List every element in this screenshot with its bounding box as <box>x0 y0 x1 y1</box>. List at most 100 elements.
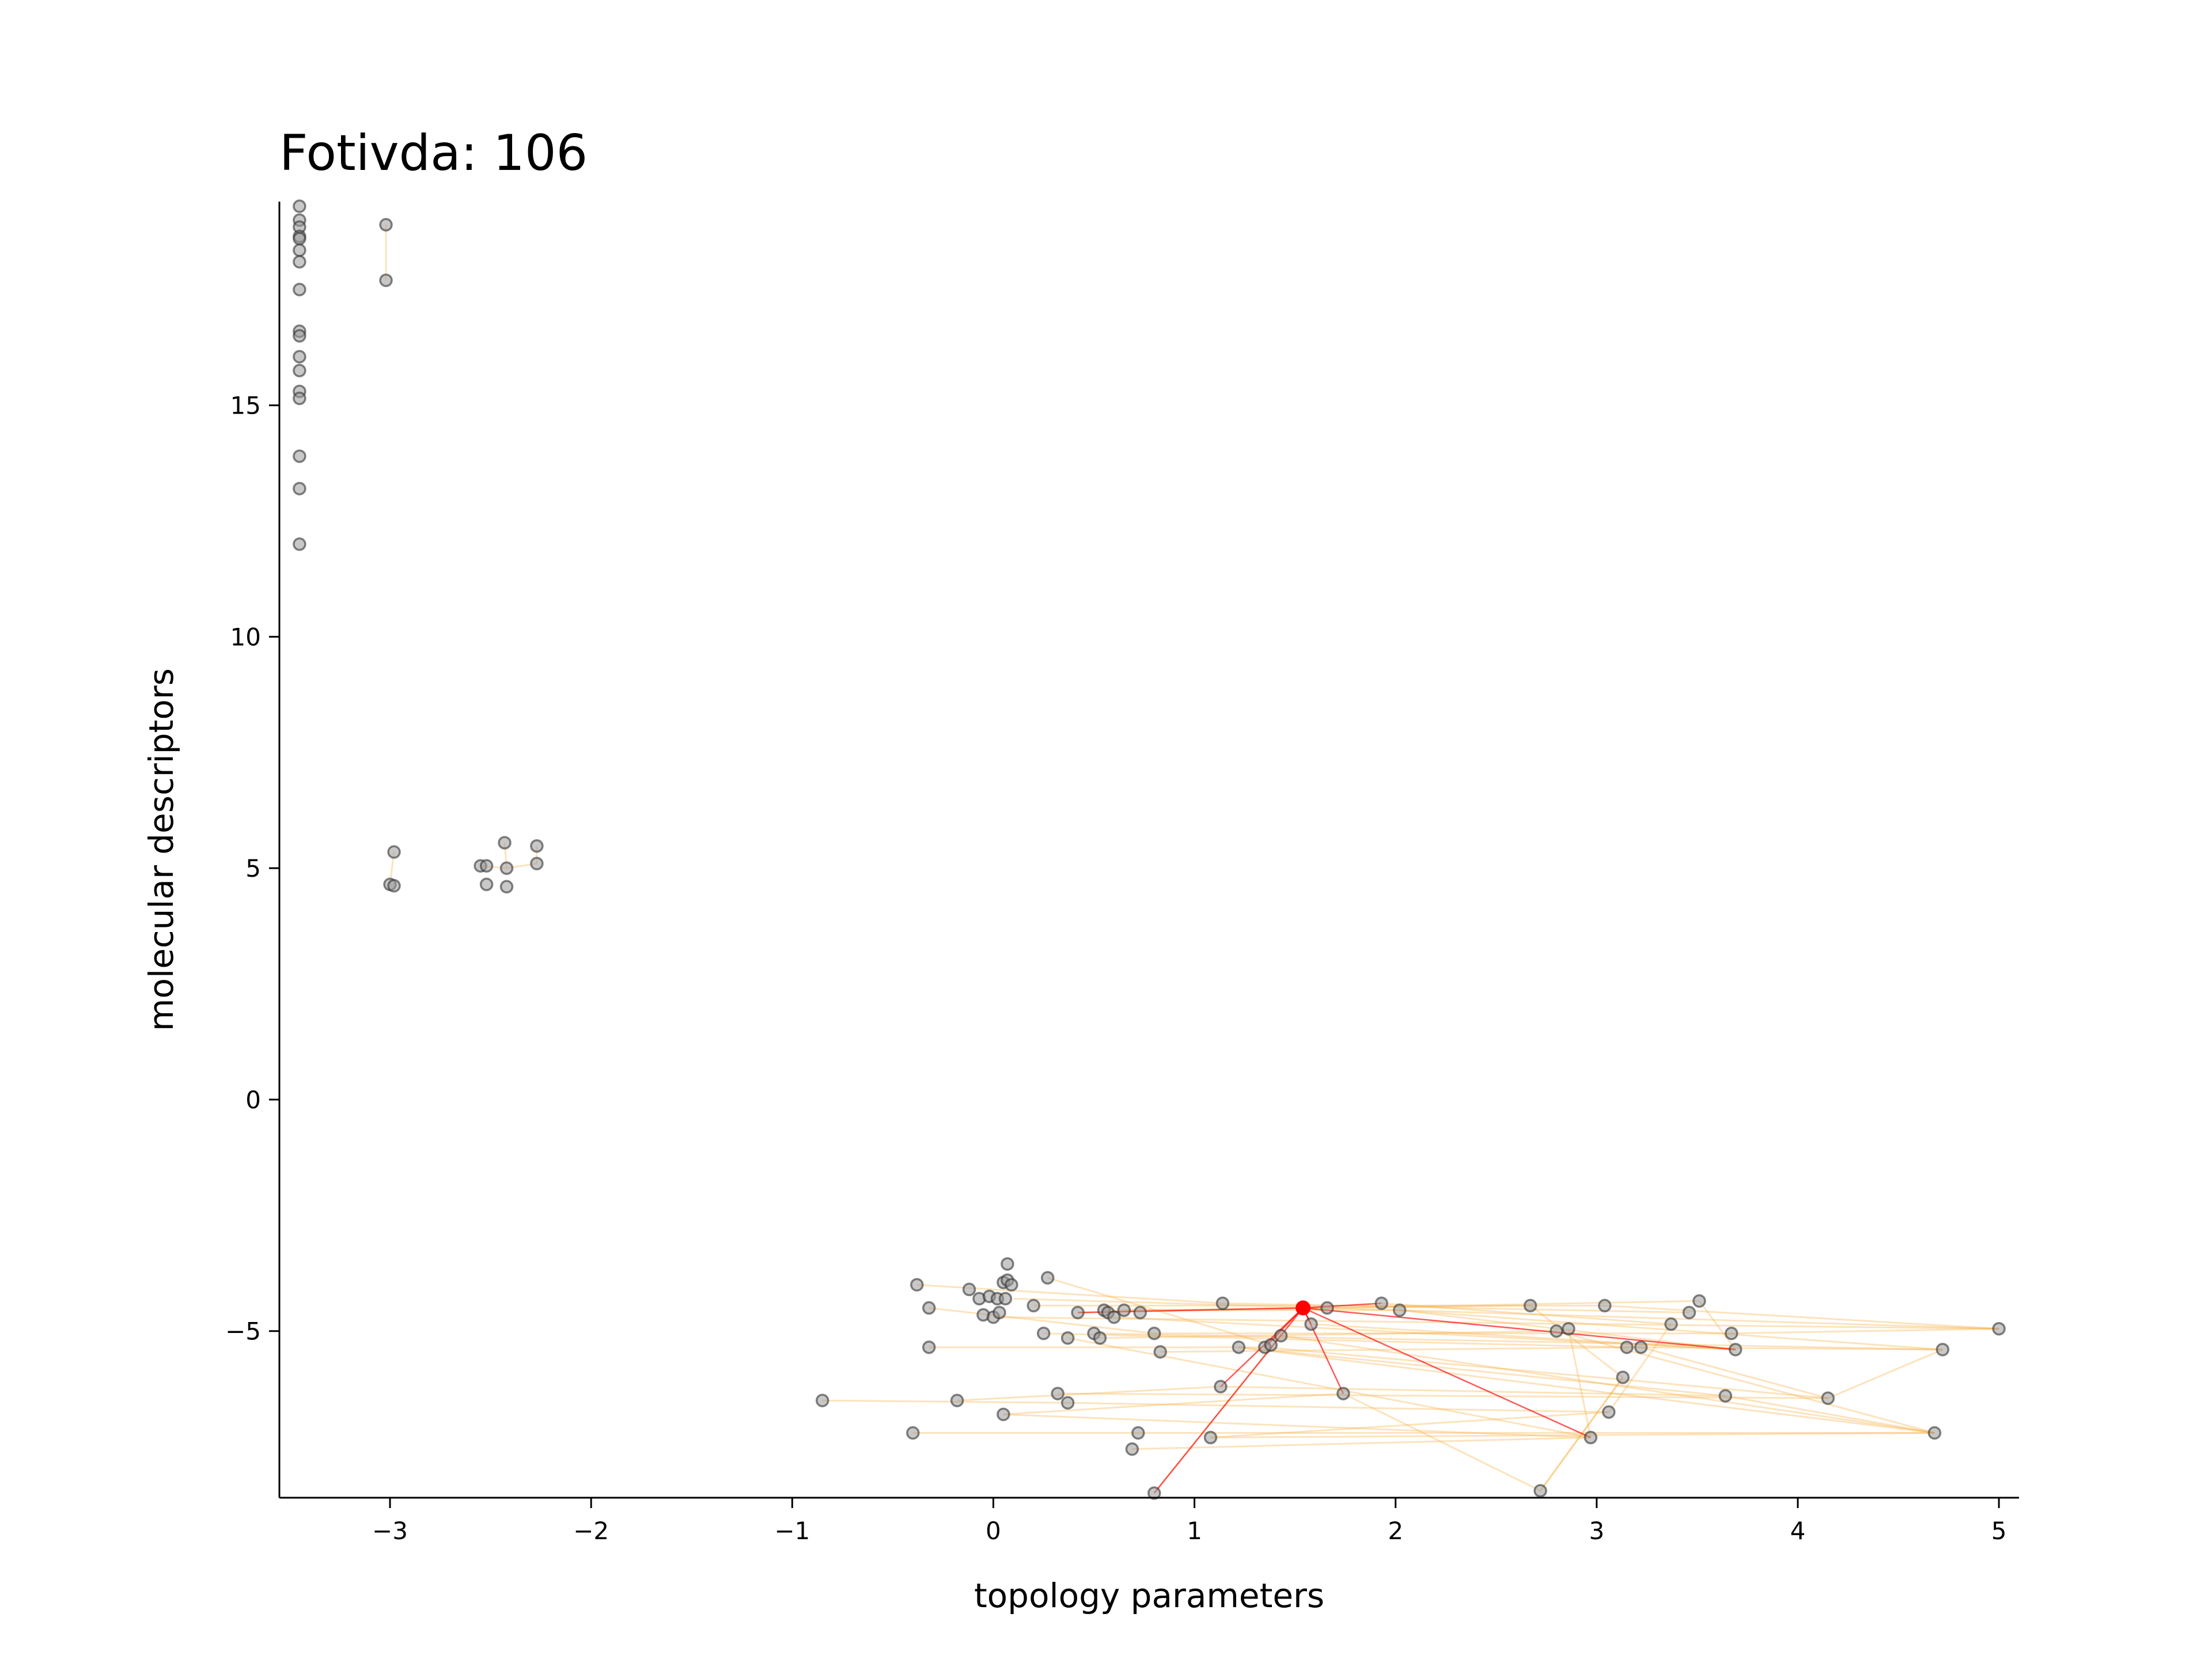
data-point <box>1634 1340 1648 1354</box>
data-point <box>1692 1294 1706 1308</box>
data-point <box>1598 1298 1612 1313</box>
y-axis-label: molecular descriptors <box>142 668 181 1031</box>
data-point <box>1117 1303 1131 1317</box>
y-tick-label: 5 <box>245 854 261 882</box>
data-point <box>1203 1430 1218 1445</box>
edge-line <box>1013 1297 1328 1309</box>
x-tick-label: −2 <box>573 1517 609 1545</box>
edge-line <box>1210 1432 1935 1439</box>
data-point <box>293 391 306 406</box>
data-point <box>906 1426 920 1440</box>
data-point <box>993 1305 1006 1320</box>
data-point <box>950 1393 964 1407</box>
data-point <box>1724 1326 1738 1340</box>
edge-line <box>1827 1349 1943 1399</box>
y-tick-label: −5 <box>225 1317 261 1346</box>
x-tick-label: −1 <box>774 1517 810 1545</box>
highlight-edge-line <box>1302 1307 1591 1438</box>
data-point <box>1133 1305 1147 1320</box>
data-point <box>1125 1442 1139 1456</box>
data-point <box>1821 1391 1835 1405</box>
data-point <box>530 839 544 853</box>
edge-line <box>1343 1392 1541 1492</box>
edge-line <box>1641 1346 1828 1399</box>
x-tick-label: 4 <box>1790 1517 1806 1545</box>
x-tick-label: 3 <box>1589 1517 1604 1545</box>
data-point <box>1320 1301 1334 1315</box>
data-point <box>1264 1338 1278 1352</box>
x-tick-label: −3 <box>372 1517 408 1545</box>
data-point <box>1060 1331 1075 1345</box>
chart-title: Fotivda: 106 <box>279 124 588 182</box>
edge-line <box>1725 1395 1935 1434</box>
data-point <box>962 1282 976 1297</box>
data-point <box>1682 1305 1696 1320</box>
data-point <box>293 537 306 551</box>
data-point <box>379 218 393 232</box>
data-point <box>1147 1326 1161 1340</box>
edge-line <box>1003 1413 1591 1439</box>
edge-line <box>929 1307 1154 1335</box>
data-point <box>379 273 393 287</box>
edge-line <box>1381 1302 1672 1325</box>
data-point <box>293 199 306 213</box>
y-tick-label: 0 <box>245 1086 261 1114</box>
data-point <box>922 1301 936 1315</box>
data-point <box>387 878 401 893</box>
edge-line <box>993 1316 1999 1330</box>
data-point <box>1602 1405 1616 1419</box>
data-point <box>998 1291 1013 1306</box>
data-point <box>293 350 306 363</box>
data-point <box>293 329 306 343</box>
highlight-edge-line <box>1303 1302 1382 1309</box>
edge-line <box>1043 1332 1627 1349</box>
data-point <box>1153 1345 1167 1359</box>
data-point <box>1215 1296 1230 1310</box>
data-point <box>1107 1310 1121 1324</box>
highlight-point <box>1296 1300 1311 1316</box>
y-tick-label: 10 <box>230 623 261 651</box>
highlight-layer <box>1296 1300 1311 1316</box>
data-point <box>1336 1387 1350 1400</box>
data-point <box>1392 1303 1407 1317</box>
data-point <box>498 836 512 850</box>
highlight-edge-line <box>1302 1307 1736 1351</box>
data-point <box>1304 1317 1318 1331</box>
edge-line <box>1731 1328 1999 1335</box>
data-point <box>293 363 306 378</box>
edge-line <box>1100 1330 1557 1339</box>
edge-line <box>1556 1330 1935 1434</box>
data-point <box>1620 1340 1634 1354</box>
y-tick-label: 15 <box>230 392 261 420</box>
data-point <box>293 255 306 269</box>
edge-line <box>1698 1300 1736 1350</box>
data-point <box>1718 1389 1733 1403</box>
data-point <box>1051 1387 1065 1400</box>
edge-line <box>1238 1346 1935 1434</box>
data-point <box>1274 1329 1288 1343</box>
data-point <box>387 845 401 859</box>
data-point <box>1005 1278 1018 1292</box>
edge-line <box>1604 1305 1999 1330</box>
data-point <box>1550 1324 1563 1338</box>
data-point <box>997 1407 1010 1422</box>
edge-line <box>1264 1346 1828 1399</box>
data-point <box>922 1340 936 1354</box>
data-point <box>1616 1370 1630 1384</box>
points-layer <box>293 199 2006 1500</box>
edge-line <box>1627 1346 1943 1351</box>
data-point <box>293 449 306 463</box>
edge-line <box>1608 1323 1672 1413</box>
data-point <box>1728 1343 1743 1357</box>
data-point <box>1584 1430 1598 1445</box>
edge-line <box>957 1385 1221 1402</box>
axes: −3 −2 −1 0 1 2 3 4 5 −5 0 5 10 15 <box>225 202 2019 1545</box>
data-point <box>1927 1426 1942 1440</box>
data-point <box>499 861 514 875</box>
edge-line <box>1067 1402 1609 1413</box>
data-point <box>815 1393 830 1407</box>
edge-line <box>1132 1437 1591 1450</box>
data-point <box>1036 1326 1051 1340</box>
edge-line <box>822 1399 1068 1404</box>
